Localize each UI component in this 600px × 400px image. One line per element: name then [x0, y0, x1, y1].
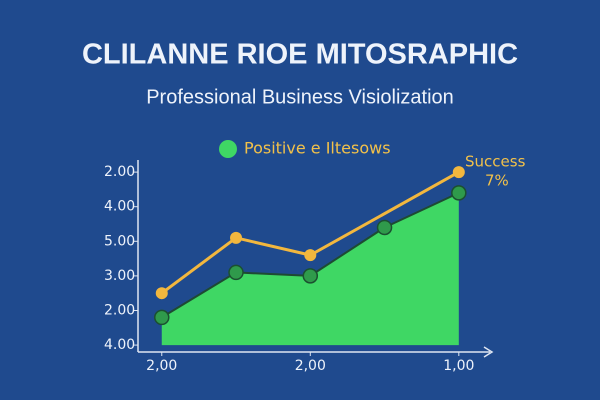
annotation: Success	[465, 153, 526, 171]
y-tick-label: 4.00	[104, 199, 135, 215]
x-tick-label: 2,00	[295, 358, 326, 374]
y-tick-label: 5.00	[104, 233, 135, 249]
x-tick-label: 2,00	[146, 358, 177, 374]
legend-swatch	[219, 140, 237, 158]
point	[228, 264, 244, 281]
point	[452, 166, 465, 179]
line	[160, 170, 460, 295]
axis-arrow	[483, 346, 494, 358]
legend-label: Positive e Iltesows	[244, 139, 391, 158]
y-tick-label: 4.00	[104, 337, 135, 353]
point	[154, 309, 170, 326]
point	[155, 287, 168, 300]
chart-title: CLILANNE RIOE MITOSRAPHIC	[82, 39, 518, 71]
point	[302, 268, 319, 284]
chart-subtitle: Professional Business Visiolization	[146, 86, 454, 108]
y-tick-label: 3.00	[104, 268, 135, 284]
point	[376, 219, 393, 236]
point	[304, 249, 317, 262]
y-tick-label: 2.00	[104, 302, 135, 318]
annotation: 7%	[485, 172, 509, 190]
x-tick-label: 1,00	[443, 358, 474, 374]
point	[230, 231, 243, 244]
y-tick-label: 2.00	[104, 164, 135, 180]
point	[451, 185, 467, 201]
